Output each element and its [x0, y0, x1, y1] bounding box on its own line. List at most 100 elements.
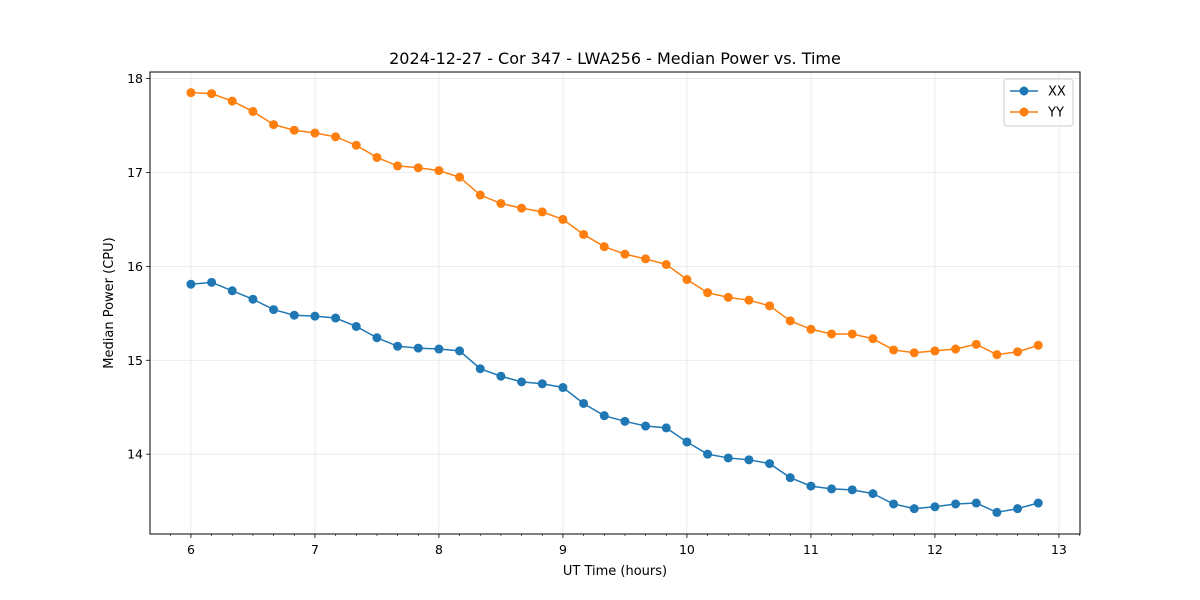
data-point-yy: [806, 324, 816, 334]
grid: [150, 72, 1080, 534]
data-point-yy: [992, 350, 1002, 360]
data-point-xx: [930, 502, 940, 512]
legend-marker-yy: [1019, 107, 1029, 117]
data-point-yy: [455, 172, 465, 182]
data-point-xx: [971, 498, 981, 508]
y-tick-label: 15: [127, 353, 143, 368]
data-point-xx: [620, 416, 630, 426]
data-point-xx: [641, 421, 651, 431]
data-point-xx: [744, 455, 754, 465]
data-point-xx: [269, 305, 279, 315]
data-point-yy: [310, 128, 320, 138]
data-point-xx: [703, 449, 713, 459]
data-point-yy: [289, 125, 299, 135]
data-point-yy: [661, 260, 671, 269]
x-tick-label: 8: [435, 542, 443, 557]
data-point-xx: [434, 344, 444, 354]
data-point-yy: [909, 348, 919, 358]
data-point-yy: [248, 106, 258, 116]
y-axis-label: Median Power (CPU): [102, 237, 117, 368]
x-tick-label: 11: [803, 542, 819, 557]
data-point-yy: [269, 120, 279, 130]
data-point-xx: [1033, 498, 1043, 508]
data-point-xx: [475, 364, 485, 374]
data-point-xx: [372, 333, 382, 343]
data-point-xx: [868, 489, 878, 499]
y-tick-label: 18: [127, 71, 143, 86]
data-point-xx: [393, 341, 403, 351]
data-point-xx: [558, 383, 568, 393]
data-point-xx: [496, 371, 506, 381]
data-point-yy: [1013, 347, 1023, 357]
data-point-xx: [992, 507, 1002, 517]
data-point-yy: [351, 140, 361, 150]
data-point-xx: [827, 484, 837, 494]
data-point-yy: [186, 88, 196, 98]
data-point-yy: [393, 161, 403, 171]
data-point-yy: [475, 190, 485, 200]
legend: XX YY: [1003, 78, 1074, 127]
data-point-yy: [765, 301, 775, 311]
data-point-xx: [847, 485, 857, 495]
data-point-yy: [785, 316, 795, 326]
data-point-yy: [413, 163, 423, 173]
data-point-xx: [661, 423, 671, 433]
data-point-xx: [331, 313, 341, 323]
series-layer: [186, 88, 1043, 517]
x-tick-label: 9: [559, 542, 567, 557]
data-point-xx: [310, 311, 320, 321]
x-tick-label: 7: [311, 542, 319, 557]
data-point-xx: [227, 286, 237, 296]
data-point-yy: [331, 132, 341, 142]
series-yy: [186, 88, 1043, 360]
data-point-xx: [785, 473, 795, 483]
data-point-yy: [599, 242, 609, 252]
y-tick-label: 17: [127, 165, 143, 180]
data-point-xx: [765, 459, 775, 469]
data-point-yy: [537, 207, 547, 217]
data-point-xx: [517, 377, 527, 387]
data-point-yy: [847, 329, 857, 339]
x-axis-label: UT Time (hours): [563, 564, 667, 579]
data-point-xx: [351, 321, 361, 331]
data-point-yy: [930, 346, 940, 356]
data-point-xx: [889, 499, 899, 509]
data-point-xx: [682, 437, 692, 447]
data-point-yy: [971, 339, 981, 349]
x-tick-label: 13: [1051, 542, 1067, 557]
legend-marker-xx: [1019, 86, 1029, 96]
plot-frame: [149, 71, 1081, 535]
data-point-yy: [579, 229, 589, 239]
x-tick-label: 12: [927, 542, 943, 557]
data-point-xx: [537, 379, 547, 389]
data-point-yy: [558, 214, 568, 224]
data-point-yy: [1033, 340, 1043, 350]
data-point-yy: [827, 329, 837, 339]
data-point-yy: [723, 292, 733, 302]
data-point-yy: [951, 344, 961, 354]
data-point-xx: [289, 310, 299, 320]
data-point-xx: [455, 346, 465, 356]
legend-label-xx: XX: [1048, 85, 1066, 100]
data-point-yy: [889, 345, 899, 355]
data-point-xx: [599, 411, 609, 421]
legend-label-yy: YY: [1047, 106, 1064, 121]
data-point-yy: [517, 203, 527, 213]
data-point-xx: [951, 499, 961, 509]
data-point-xx: [723, 453, 733, 463]
chart-title: 2024-12-27 - Cor 347 - LWA256 - Median P…: [389, 49, 841, 68]
data-point-xx: [207, 277, 217, 287]
plot-area: 6 7 8 9 10 11 12 13 14 15 16 17 18: [127, 71, 1081, 557]
data-point-yy: [227, 96, 237, 106]
data-point-yy: [620, 249, 630, 259]
data-point-xx: [413, 343, 423, 353]
data-point-yy: [641, 254, 651, 264]
data-point-yy: [496, 198, 506, 208]
y-axis-ticks: 14 15 16 17 18: [127, 71, 150, 462]
series-xx: [186, 277, 1043, 517]
data-point-yy: [434, 166, 444, 176]
data-point-xx: [806, 481, 816, 491]
data-point-yy: [682, 275, 692, 285]
